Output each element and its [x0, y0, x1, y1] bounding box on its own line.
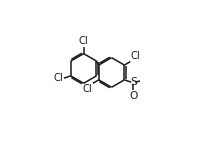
Text: Cl: Cl [131, 51, 141, 61]
Text: Cl: Cl [54, 73, 63, 83]
Text: O: O [129, 91, 138, 101]
Text: S: S [130, 77, 137, 87]
Text: Cl: Cl [83, 83, 92, 94]
Text: Cl: Cl [79, 36, 88, 46]
